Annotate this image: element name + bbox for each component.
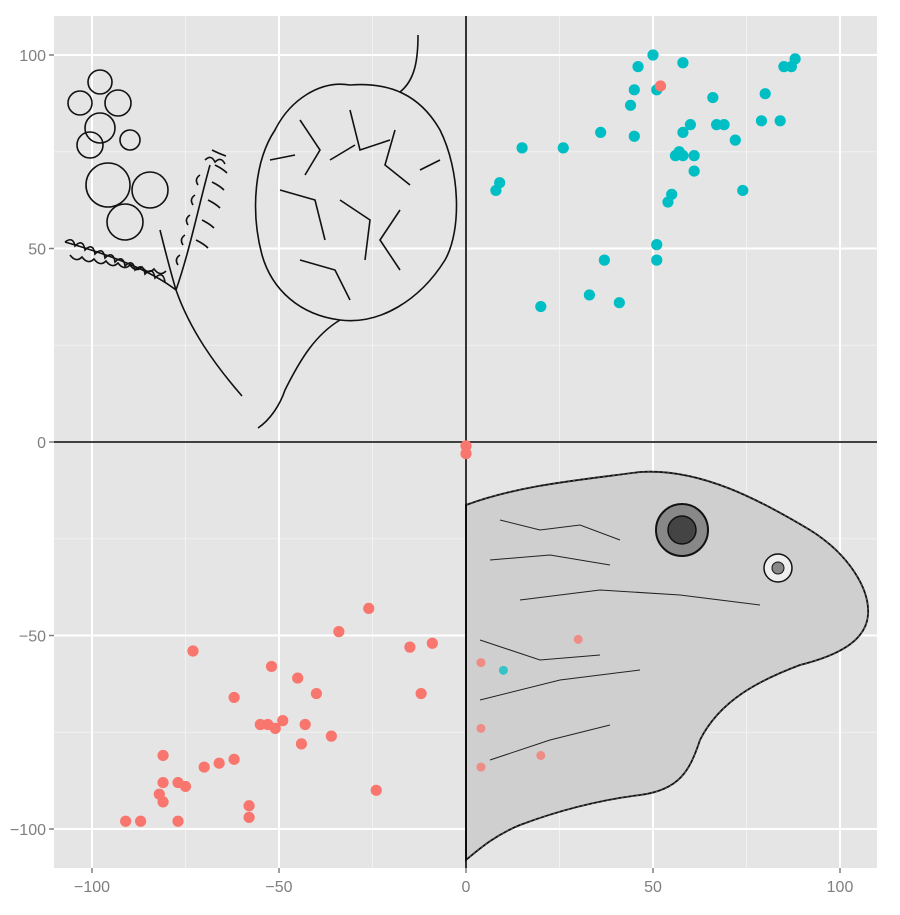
data-point-teal [535,300,547,313]
data-point-red [370,784,382,796]
data-point-teal [628,84,640,96]
data-point-teal [737,184,749,197]
data-point-teal [688,165,700,177]
data-point-teal [684,119,697,131]
data-point-teal [595,126,607,138]
data-point-red [476,762,486,772]
data-point-teal [628,130,640,142]
data-point-red [265,660,278,673]
data-point-red [292,672,304,684]
y-axis: −100 −50 0 50 100 [10,48,54,839]
x-tick-label: 100 [827,879,854,896]
data-point-red [426,637,438,649]
data-point-teal [651,239,663,251]
data-point-teal [516,142,528,154]
data-points [120,49,801,827]
data-point-red [135,815,147,827]
data-point-teal [789,53,801,65]
data-point-red [243,800,255,812]
data-point-red [333,626,345,638]
data-point-red [243,811,255,823]
data-point-teal [755,115,768,127]
data-point-teal [624,99,637,111]
data-point-teal [677,126,689,138]
mimosa-branch-illustration [64,69,243,397]
data-point-teal [677,57,689,69]
data-point-teal [651,254,663,266]
data-point-teal [707,91,719,104]
data-point-red [415,687,427,700]
data-point-teal [647,49,659,61]
data-point-red [120,815,132,827]
data-point-red [198,761,210,773]
data-point-red [363,602,375,615]
data-point-teal [718,119,730,131]
pinecone-illustration [254,34,458,429]
y-tick-label: −100 [10,822,46,839]
data-point-red [460,448,472,460]
y-tick-label: 0 [37,435,46,452]
data-point-teal [494,177,506,189]
data-point-red [228,753,240,765]
y-tick-label: −50 [19,629,46,646]
data-point-red [299,718,311,731]
x-axis: −100 −50 0 50 100 [74,868,853,896]
y-tick-label: 50 [28,242,46,259]
data-point-teal [632,61,644,73]
data-point-teal [613,297,625,309]
data-point-teal [557,142,569,154]
data-point-teal [759,88,771,100]
data-point-red [157,749,169,762]
y-tick-label: 100 [19,48,46,65]
x-tick-label: −100 [74,879,110,896]
data-point-teal [498,665,508,675]
data-point-red [172,815,184,827]
data-point-red [295,738,308,750]
data-point-red [213,757,225,769]
data-point-red [404,641,416,653]
data-point-red [179,780,192,793]
data-point-red [157,776,169,789]
x-tick-label: 0 [462,879,471,896]
data-point-red [157,796,169,808]
data-point-red [536,750,546,760]
x-tick-label: −50 [265,879,292,896]
data-point-teal [598,254,610,266]
data-point-red [573,634,583,644]
data-point-red [228,691,240,704]
x-tick-label: 50 [644,879,662,896]
data-point-red [654,80,667,92]
data-point-teal [688,150,700,162]
data-point-teal [677,150,689,162]
data-point-teal [662,196,674,208]
data-point-teal [774,115,786,127]
lizard-head-illustration [465,470,869,862]
data-point-teal [583,289,596,301]
data-point-teal [729,134,741,146]
data-point-red [277,715,289,727]
data-point-red [476,723,486,733]
data-point-red [310,687,322,700]
data-point-red [460,440,472,452]
data-point-red [269,722,281,734]
data-point-red [325,730,337,742]
data-point-red [476,658,486,668]
data-point-red [187,645,199,657]
